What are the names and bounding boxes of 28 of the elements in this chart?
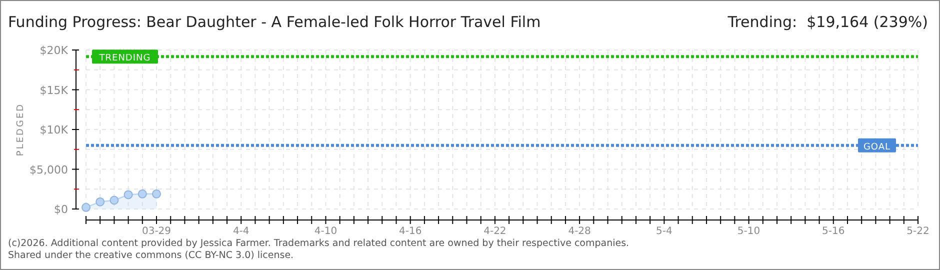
x-tick-label: 4-4 <box>232 226 250 237</box>
ref-line-label: GOAL <box>863 142 891 152</box>
y-tick-label: $0 <box>54 203 68 216</box>
x-tick-label: 4-22 <box>484 226 506 237</box>
ref-line-label: TRENDING <box>98 54 151 64</box>
x-tick-label: 5-16 <box>822 226 845 237</box>
point <box>152 189 162 198</box>
chart-subtitle: Trending: $19,164 (239%) <box>726 13 928 31</box>
x-tick-label: 03-29 <box>142 226 172 237</box>
x-tick-label: 5-4 <box>656 226 672 237</box>
x-tick-label: 4-16 <box>398 226 422 237</box>
y-tick-label: $20K <box>40 44 69 57</box>
x-tick-label: 4-10 <box>314 226 338 237</box>
point <box>82 202 90 212</box>
x-tick-label: 4-28 <box>568 226 591 237</box>
y-tick-label: $10K <box>40 124 69 136</box>
point <box>110 196 119 205</box>
x-tick-label: 5-22 <box>906 226 930 237</box>
y-axis-title: PLEDGED <box>16 102 26 156</box>
y-tick-label: $5,000 <box>30 163 68 176</box>
point <box>96 197 105 206</box>
point <box>124 190 133 200</box>
text: (c)2026. Additional content provided by Jessica Farmer. Trademarks and related content are owned by their respective companies. <box>8 238 630 249</box>
y-tick-label: $15K <box>40 84 69 97</box>
point <box>138 189 147 198</box>
x-tick-label: 5-10 <box>737 226 760 237</box>
chart-title: Funding Progress: Bear Daughter - A Female-led Folk Horror Travel Film <box>8 13 541 31</box>
text: Shared under the creative commons (CC BY-NC 3.0) license. <box>8 250 294 261</box>
